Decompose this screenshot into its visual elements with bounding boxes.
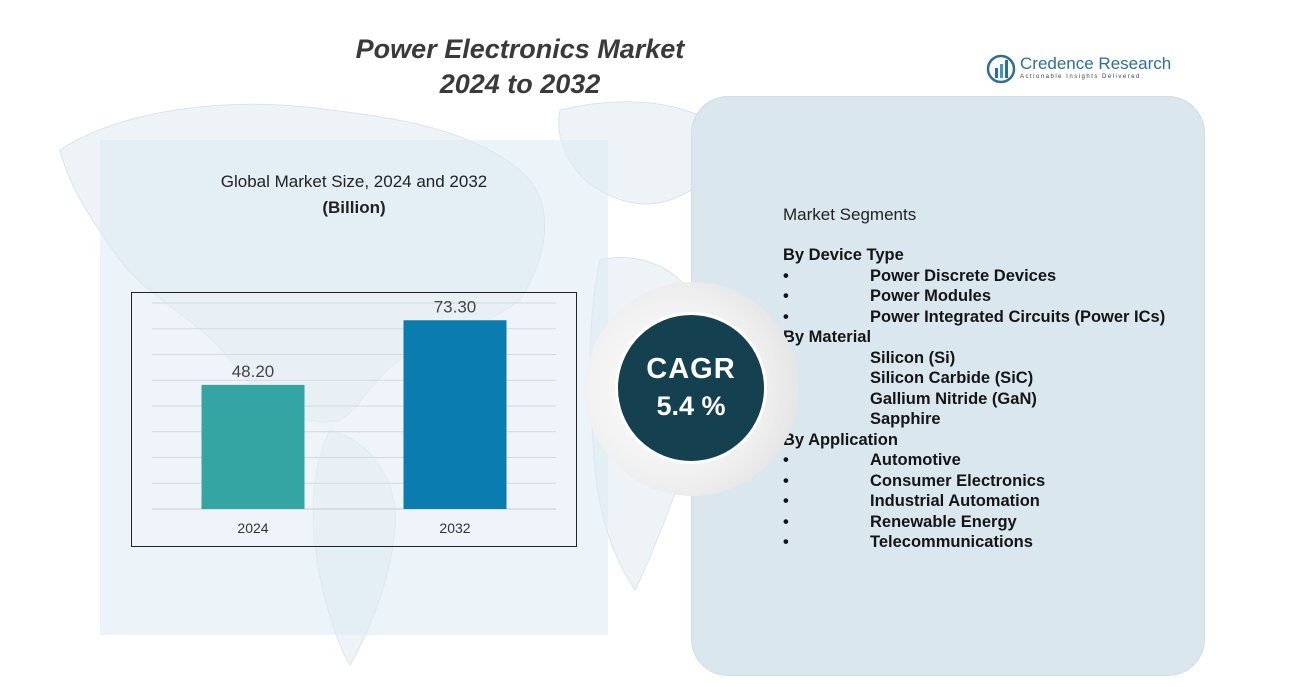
logo-name: Credence Research: [1020, 54, 1172, 73]
segments-list: By Device Type • Power Discrete Devices • Po…: [783, 245, 1203, 553]
segment-item-label: Power Integrated Circuits (Power ICs): [870, 307, 1166, 326]
segment-item: • Power Discrete Devices: [783, 266, 1203, 287]
x-tick-label: 2032: [439, 520, 470, 536]
cagr-label: CAGR: [646, 353, 736, 385]
bar-2032: [403, 320, 507, 509]
bullet-icon: •: [783, 533, 789, 551]
segment-item-label: Silicon Carbide (SiC): [870, 369, 1034, 387]
segment-item-label: Silicon (Si): [870, 348, 956, 367]
data-label: 48.20: [232, 362, 275, 381]
segment-item: • Telecommunications: [783, 532, 1203, 553]
segment-item: • Power Integrated Circuits (Power ICs): [783, 307, 1203, 328]
segment-item: •Silicon Carbide (SiC): [783, 368, 1203, 389]
segment-item-label: Gallium Nitride (GaN): [870, 389, 1037, 408]
x-tick-label: 2024: [237, 520, 268, 536]
data-label: 73.30: [434, 297, 477, 316]
segment-group-heading: By Material: [783, 328, 872, 346]
segment-item-label: Telecommunications: [870, 533, 1033, 551]
chart-title-unit: (Billion): [322, 198, 386, 217]
brand-logo: Credence Research Actionable Insights De…: [986, 52, 1186, 86]
chart-title: Global Market Size, 2024 and 2032 (Billi…: [100, 172, 608, 218]
bullet-icon: •: [783, 492, 789, 510]
title-line-2: 2024 to 2032: [439, 69, 601, 99]
bullet-icon: •: [783, 307, 789, 326]
chart-title-main: Global Market Size, 2024 and 2032: [220, 172, 488, 191]
market-size-panel: [100, 140, 608, 635]
segment-group-heading: By Device Type: [783, 246, 904, 264]
bullet-icon: •: [783, 512, 789, 531]
bullet-icon: •: [783, 266, 789, 285]
segment-item: •Gallium Nitride (GaN): [783, 389, 1203, 410]
segment-item: • Consumer Electronics: [783, 471, 1203, 492]
segments-title: Market Segments: [783, 205, 917, 224]
segment-item-label: Consumer Electronics: [870, 471, 1046, 490]
segment-item-label: Automotive: [870, 451, 961, 469]
segment-item: •Silicon (Si): [783, 348, 1203, 369]
segment-item-label: Sapphire: [870, 410, 941, 428]
bar-2024: [201, 384, 305, 509]
segment-group-heading: By Application: [783, 430, 898, 449]
bullet-icon: •: [783, 287, 789, 305]
segment-item: •Sapphire: [783, 409, 1203, 430]
bar-chart: 48.20 2024 73.30 2032: [152, 297, 556, 536]
bullet-icon: •: [783, 451, 789, 469]
cagr-value: 5.4 %: [656, 391, 726, 421]
credence-logo-icon: [986, 54, 1016, 84]
logo-tagline: Actionable Insights Delivered: [1020, 74, 1141, 80]
segment-item: • Automotive: [783, 450, 1203, 471]
page-title: Power Electronics Market 2024 to 2032: [300, 32, 740, 102]
segment-item-label: Power Discrete Devices: [870, 266, 1057, 285]
segment-item: • Industrial Automation: [783, 491, 1203, 512]
bullet-icon: •: [783, 471, 789, 490]
segment-item: • Renewable Energy: [783, 512, 1203, 533]
segment-item-label: Power Modules: [870, 287, 992, 305]
segment-item-label: Industrial Automation: [870, 492, 1040, 510]
segment-item: • Power Modules: [783, 286, 1203, 307]
cagr-badge: CAGR 5.4 %: [615, 312, 767, 464]
title-line-1: Power Electronics Market: [355, 34, 685, 64]
bar-chart-frame: 48.20 2024 73.30 2032: [131, 292, 577, 547]
segment-item-label: Renewable Energy: [870, 512, 1017, 531]
